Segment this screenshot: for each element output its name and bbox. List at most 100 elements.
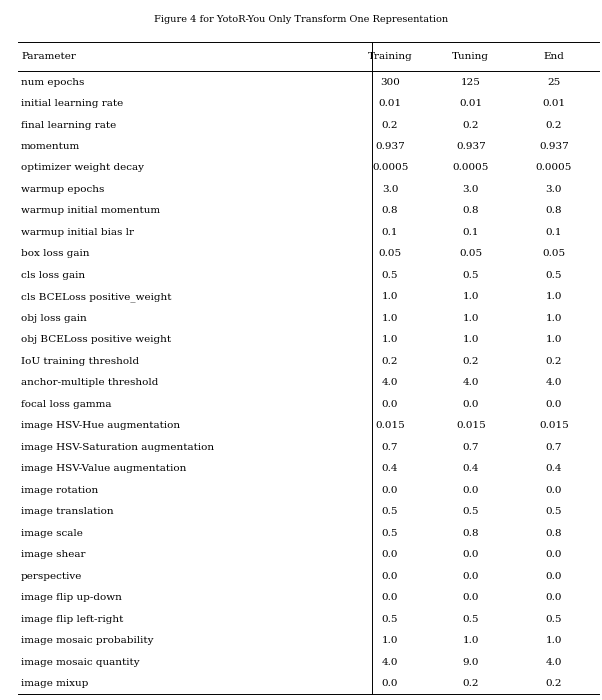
Text: 0.0: 0.0 xyxy=(462,572,479,581)
Text: 1.0: 1.0 xyxy=(545,636,562,645)
Text: 1.0: 1.0 xyxy=(462,335,479,344)
Text: 0.0: 0.0 xyxy=(382,550,399,559)
Text: 0.0: 0.0 xyxy=(545,400,562,409)
Text: 0.0: 0.0 xyxy=(462,593,479,602)
Text: 0.8: 0.8 xyxy=(462,206,479,216)
Text: 1.0: 1.0 xyxy=(382,293,399,302)
Text: image HSV-Value augmentation: image HSV-Value augmentation xyxy=(21,464,187,473)
Text: 0.2: 0.2 xyxy=(545,357,562,366)
Text: 3.0: 3.0 xyxy=(545,185,562,194)
Text: anchor-multiple threshold: anchor-multiple threshold xyxy=(21,378,158,387)
Text: 0.8: 0.8 xyxy=(462,528,479,538)
Text: 1.0: 1.0 xyxy=(462,636,479,645)
Text: image rotation: image rotation xyxy=(21,486,98,495)
Text: image scale: image scale xyxy=(21,528,83,538)
Text: 0.2: 0.2 xyxy=(462,679,479,688)
Text: 125: 125 xyxy=(461,78,481,87)
Text: 25: 25 xyxy=(547,78,560,87)
Text: 0.937: 0.937 xyxy=(375,142,405,151)
Text: 0.5: 0.5 xyxy=(382,615,399,624)
Text: 1.0: 1.0 xyxy=(545,314,562,323)
Text: 0.0: 0.0 xyxy=(382,486,399,495)
Text: 0.05: 0.05 xyxy=(379,249,402,258)
Text: 0.0: 0.0 xyxy=(545,572,562,581)
Text: 1.0: 1.0 xyxy=(462,293,479,302)
Text: num epochs: num epochs xyxy=(21,78,84,87)
Text: 0.015: 0.015 xyxy=(375,421,405,430)
Text: 0.0: 0.0 xyxy=(545,550,562,559)
Text: 4.0: 4.0 xyxy=(545,658,562,666)
Text: 300: 300 xyxy=(380,78,400,87)
Text: 0.05: 0.05 xyxy=(459,249,482,258)
Text: 0.0: 0.0 xyxy=(462,486,479,495)
Text: 9.0: 9.0 xyxy=(462,658,479,666)
Text: 4.0: 4.0 xyxy=(382,378,399,387)
Text: image mosaic quantity: image mosaic quantity xyxy=(21,658,140,666)
Text: 1.0: 1.0 xyxy=(462,314,479,323)
Text: Tuning: Tuning xyxy=(452,52,489,61)
Text: 0.015: 0.015 xyxy=(456,421,486,430)
Text: 0.5: 0.5 xyxy=(382,528,399,538)
Text: 4.0: 4.0 xyxy=(382,658,399,666)
Text: 0.5: 0.5 xyxy=(545,271,562,280)
Text: 0.01: 0.01 xyxy=(459,99,482,108)
Text: 0.0005: 0.0005 xyxy=(453,164,489,172)
Text: 0.2: 0.2 xyxy=(382,357,399,366)
Text: image flip up-down: image flip up-down xyxy=(21,593,122,602)
Text: cls loss gain: cls loss gain xyxy=(21,271,85,280)
Text: Parameter: Parameter xyxy=(21,52,76,61)
Text: 0.0: 0.0 xyxy=(382,400,399,409)
Text: 0.4: 0.4 xyxy=(382,464,399,473)
Text: 1.0: 1.0 xyxy=(545,293,562,302)
Text: 0.5: 0.5 xyxy=(545,615,562,624)
Text: 0.5: 0.5 xyxy=(462,615,479,624)
Text: 0.01: 0.01 xyxy=(379,99,402,108)
Text: 0.5: 0.5 xyxy=(382,508,399,517)
Text: obj BCELoss positive weight: obj BCELoss positive weight xyxy=(21,335,171,344)
Text: warmup initial bias lr: warmup initial bias lr xyxy=(21,228,134,237)
Text: optimizer weight decay: optimizer weight decay xyxy=(21,164,144,172)
Text: 0.0: 0.0 xyxy=(382,572,399,581)
Text: image HSV-Saturation augmentation: image HSV-Saturation augmentation xyxy=(21,443,214,452)
Text: 0.8: 0.8 xyxy=(382,206,399,216)
Text: 0.5: 0.5 xyxy=(382,271,399,280)
Text: 0.8: 0.8 xyxy=(545,528,562,538)
Text: focal loss gamma: focal loss gamma xyxy=(21,400,111,409)
Text: 0.01: 0.01 xyxy=(542,99,565,108)
Text: 0.1: 0.1 xyxy=(462,228,479,237)
Text: momentum: momentum xyxy=(21,142,80,151)
Text: image shear: image shear xyxy=(21,550,85,559)
Text: warmup initial momentum: warmup initial momentum xyxy=(21,206,160,216)
Text: 0.937: 0.937 xyxy=(539,142,569,151)
Text: 0.0: 0.0 xyxy=(545,593,562,602)
Text: 1.0: 1.0 xyxy=(382,314,399,323)
Text: box loss gain: box loss gain xyxy=(21,249,90,258)
Text: 4.0: 4.0 xyxy=(545,378,562,387)
Text: 0.7: 0.7 xyxy=(382,443,399,452)
Text: final learning rate: final learning rate xyxy=(21,120,116,130)
Text: initial learning rate: initial learning rate xyxy=(21,99,123,108)
Text: 0.2: 0.2 xyxy=(462,357,479,366)
Text: warmup epochs: warmup epochs xyxy=(21,185,104,194)
Text: 0.7: 0.7 xyxy=(462,443,479,452)
Text: 0.8: 0.8 xyxy=(545,206,562,216)
Text: 0.1: 0.1 xyxy=(545,228,562,237)
Text: 0.0: 0.0 xyxy=(382,593,399,602)
Text: IoU training threshold: IoU training threshold xyxy=(21,357,139,366)
Text: image HSV-Hue augmentation: image HSV-Hue augmentation xyxy=(21,421,180,430)
Text: 0.0: 0.0 xyxy=(545,486,562,495)
Text: 0.2: 0.2 xyxy=(545,120,562,130)
Text: 0.2: 0.2 xyxy=(382,120,399,130)
Text: 0.05: 0.05 xyxy=(542,249,565,258)
Text: 0.7: 0.7 xyxy=(545,443,562,452)
Text: cls BCELoss positive_weight: cls BCELoss positive_weight xyxy=(21,292,172,302)
Text: 0.015: 0.015 xyxy=(539,421,569,430)
Text: 0.0005: 0.0005 xyxy=(372,164,408,172)
Text: perspective: perspective xyxy=(21,572,82,581)
Text: image flip left-right: image flip left-right xyxy=(21,615,123,624)
Text: 0.5: 0.5 xyxy=(462,271,479,280)
Text: Training: Training xyxy=(368,52,412,61)
Text: image mosaic probability: image mosaic probability xyxy=(21,636,154,645)
Text: 0.0: 0.0 xyxy=(462,550,479,559)
Text: Figure 4 for YotoR-You Only Transform One Representation: Figure 4 for YotoR-You Only Transform On… xyxy=(154,15,448,24)
